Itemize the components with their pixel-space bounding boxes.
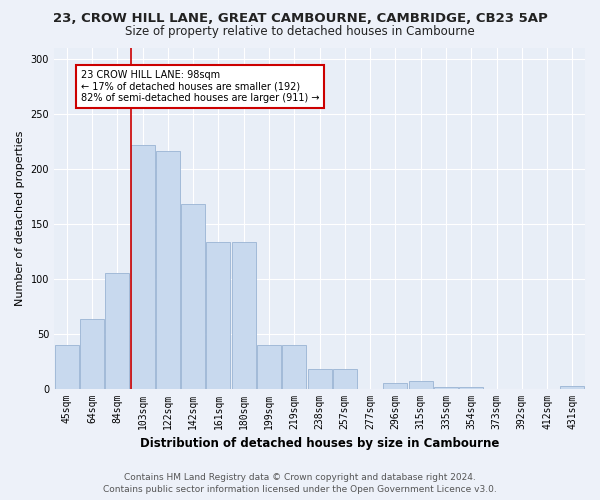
Text: Contains HM Land Registry data © Crown copyright and database right 2024.
Contai: Contains HM Land Registry data © Crown c… bbox=[103, 472, 497, 494]
Bar bbox=[560, 386, 584, 388]
Bar bbox=[257, 344, 281, 389]
Bar bbox=[282, 344, 306, 389]
Bar bbox=[105, 273, 129, 388]
Bar bbox=[383, 383, 407, 388]
Bar bbox=[181, 204, 205, 388]
Bar bbox=[409, 381, 433, 388]
Bar bbox=[206, 242, 230, 388]
Bar bbox=[333, 369, 357, 388]
Bar bbox=[131, 146, 155, 388]
Bar bbox=[156, 151, 180, 388]
X-axis label: Distribution of detached houses by size in Cambourne: Distribution of detached houses by size … bbox=[140, 437, 499, 450]
Y-axis label: Number of detached properties: Number of detached properties bbox=[15, 130, 25, 306]
Text: Size of property relative to detached houses in Cambourne: Size of property relative to detached ho… bbox=[125, 25, 475, 38]
Bar bbox=[232, 242, 256, 388]
Bar bbox=[308, 369, 332, 388]
Text: 23, CROW HILL LANE, GREAT CAMBOURNE, CAMBRIDGE, CB23 5AP: 23, CROW HILL LANE, GREAT CAMBOURNE, CAM… bbox=[53, 12, 547, 26]
Bar bbox=[55, 344, 79, 389]
Text: 23 CROW HILL LANE: 98sqm
← 17% of detached houses are smaller (192)
82% of semi-: 23 CROW HILL LANE: 98sqm ← 17% of detach… bbox=[80, 70, 319, 102]
Bar bbox=[80, 319, 104, 388]
